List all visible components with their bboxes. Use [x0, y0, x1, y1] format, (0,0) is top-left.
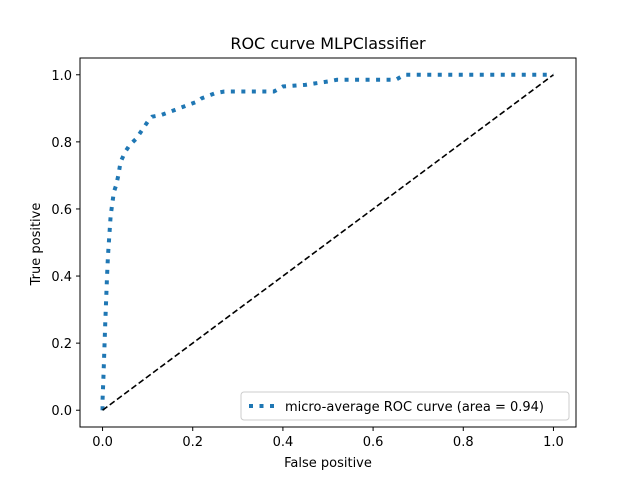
x-tick-label: 1.0	[543, 435, 564, 450]
y-axis-label: True positive	[29, 203, 44, 287]
y-tick-label: 0.8	[51, 136, 72, 151]
y-tick-label: 0.6	[51, 203, 72, 218]
axes-frame	[79, 57, 577, 428]
chance-diagonal-line	[102, 74, 554, 411]
roc-curve-line	[100, 72, 554, 411]
x-tick-label: 0.2	[182, 435, 203, 450]
x-tick-label: 0.0	[92, 435, 113, 450]
x-tick-label: 0.4	[273, 435, 294, 450]
y-tick-label: 0.0	[51, 404, 72, 419]
legend-label: micro-average ROC curve (area = 0.94)	[285, 400, 544, 415]
legend: micro-average ROC curve (area = 0.94)	[240, 391, 570, 421]
x-tick-label: 0.6	[363, 435, 384, 450]
chart-title: ROC curve MLPClassifier	[230, 34, 426, 53]
y-tick-label: 0.2	[51, 337, 72, 352]
plot-area	[79, 57, 577, 428]
x-axis-label: False positive	[284, 456, 372, 471]
y-tick-label: 0.4	[51, 270, 72, 285]
x-tick-label: 0.8	[453, 435, 474, 450]
legend-box	[240, 391, 570, 421]
y-tick-label: 1.0	[51, 69, 72, 84]
axis-ticks: 0.0 0.2 0.4 0.6 0.8 1.0 0.0 0.2 0.4 0.6 0.8 1.0	[51, 69, 563, 450]
